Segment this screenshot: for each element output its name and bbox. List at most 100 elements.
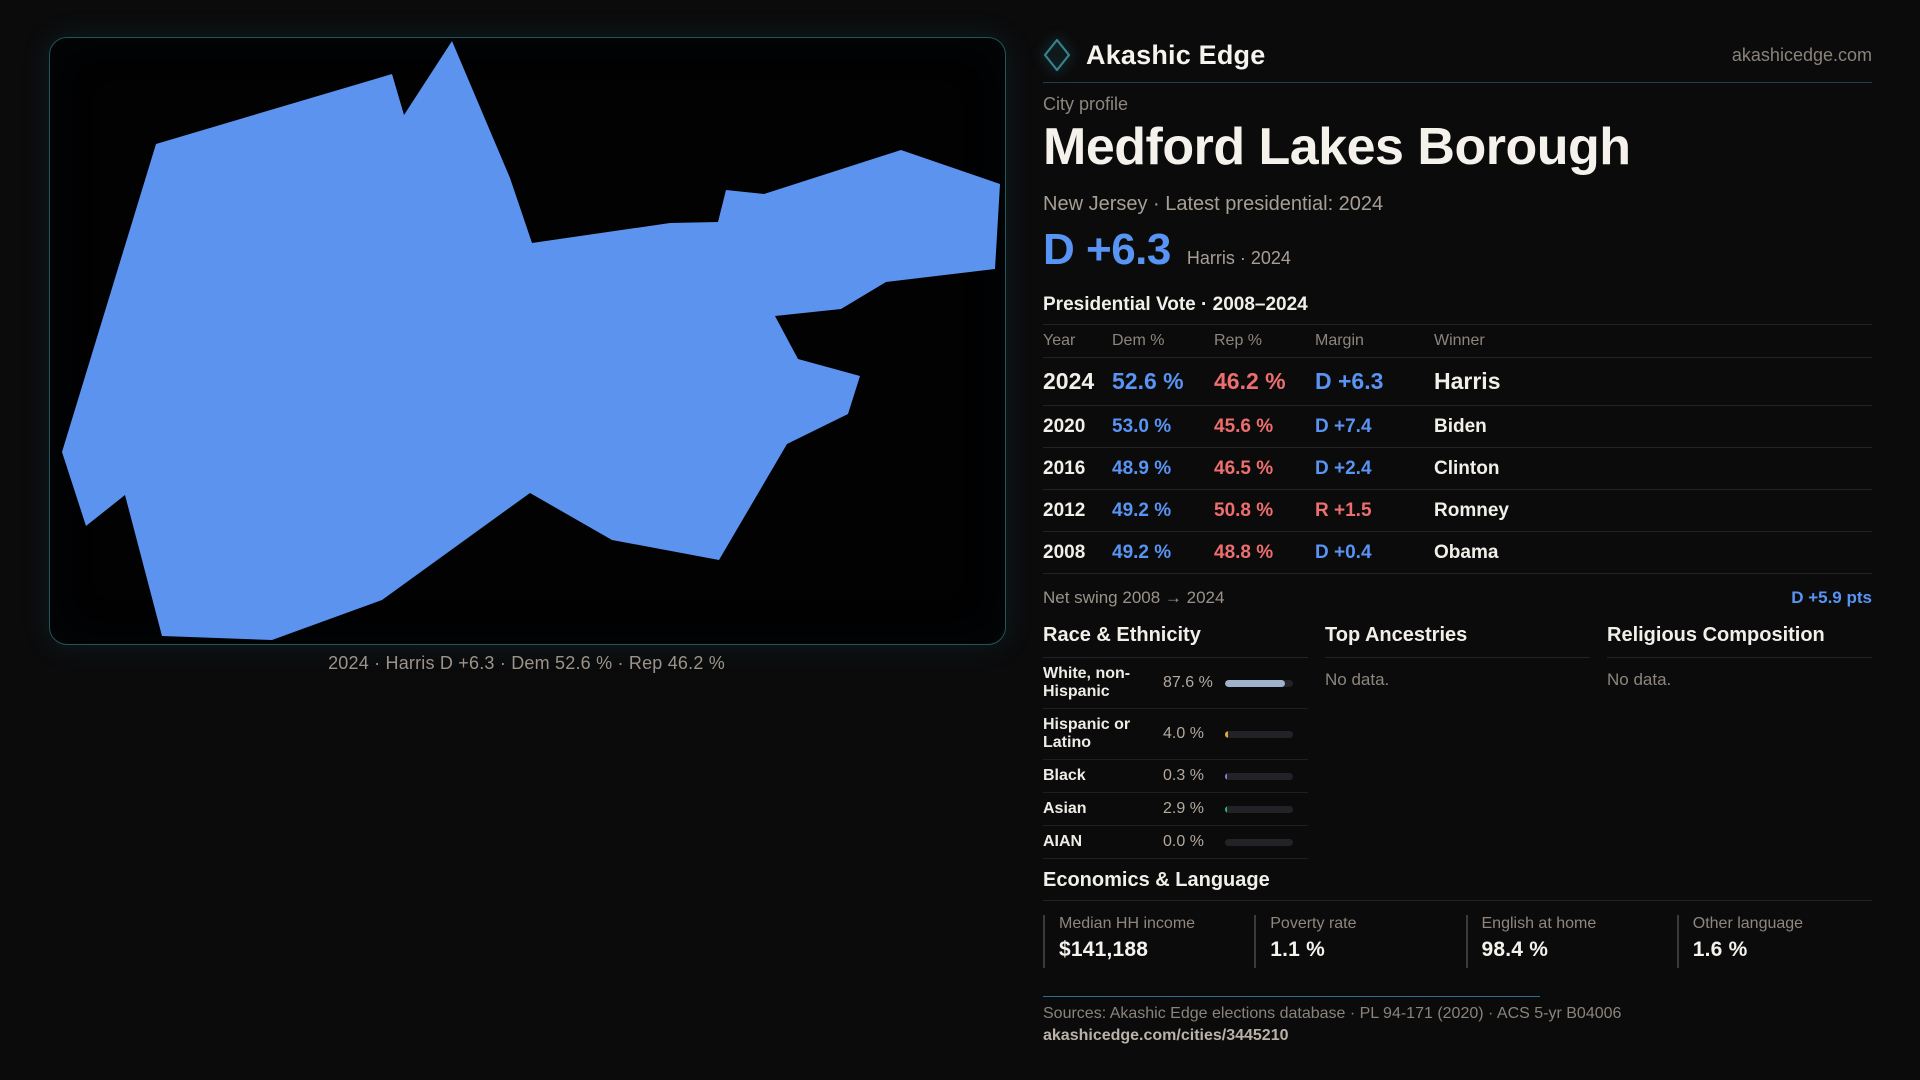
race-bar-fill xyxy=(1225,679,1285,687)
table-cell: D +6.3 xyxy=(1315,368,1384,394)
race-row: Asian 2.9 % xyxy=(1043,793,1308,826)
table-cell: D +7.4 xyxy=(1315,415,1372,437)
race-bar-track xyxy=(1225,679,1293,687)
race-label: AIAN xyxy=(1043,833,1083,850)
election-row-2012: 2012 49.2 % 50.8 % R +1.5 Romney xyxy=(1043,490,1872,532)
race-label: White, non-Hispanic xyxy=(1043,665,1131,700)
latest-margin-value: D +6.3 xyxy=(1043,225,1171,274)
religious-composition-section: Religious Composition No data. xyxy=(1607,624,1872,859)
table-cell: 48.8 % xyxy=(1214,541,1274,563)
stat-label: English at home xyxy=(1481,915,1597,932)
permalink-link[interactable]: akashicedge.com/cities/3445210 xyxy=(1043,1027,1289,1044)
stat-card-median-income: Median HH income $141,188 xyxy=(1043,915,1238,968)
race-ethnicity-rows: White, non-Hispanic 87.6 % Hispanic or Lat… xyxy=(1043,658,1308,859)
brand-name: Akashic Edge xyxy=(1086,39,1266,70)
race-ethnicity-title: Race & Ethnicity xyxy=(1043,624,1308,658)
header-bar: Akashic Edge akashicedge.com xyxy=(1043,38,1872,72)
stat-card-english-at-home: English at home 98.4 % xyxy=(1465,915,1661,968)
race-bar-track xyxy=(1225,772,1293,780)
footer-divider xyxy=(1043,996,1540,997)
top-ancestries-title: Top Ancestries xyxy=(1325,624,1590,658)
race-ethnicity-section: Race & Ethnicity White, non-Hispanic 87.6… xyxy=(1043,624,1308,859)
race-label: Black xyxy=(1043,767,1086,784)
table-cell: 49.2 % xyxy=(1112,541,1172,563)
stat-label: Poverty rate xyxy=(1270,915,1357,932)
diamond-logo-icon xyxy=(1043,38,1071,72)
table-cell: 45.6 % xyxy=(1214,415,1274,437)
race-bar-fill xyxy=(1225,805,1227,813)
race-label: Asian xyxy=(1043,800,1087,817)
election-table-body: 2024 52.6 % 46.2 % D +6.3 Harris 2020 53.0 % 45… xyxy=(1043,358,1872,574)
table-cell: 53.0 % xyxy=(1112,415,1172,437)
stat-label: Median HH income xyxy=(1059,915,1196,932)
race-value: 87.6 % xyxy=(1163,674,1213,691)
table-cell: 48.9 % xyxy=(1112,457,1172,479)
election-table-header: Year Dem % Rep % Margin Winner xyxy=(1043,324,1872,358)
table-cell: Obama xyxy=(1434,541,1499,563)
col-header-year: Year xyxy=(1043,332,1076,349)
eyebrow-label: City profile xyxy=(1043,94,1129,114)
race-bar-track xyxy=(1225,730,1293,738)
site-link[interactable]: akashicedge.com xyxy=(1731,44,1872,65)
col-header-dem: Dem % xyxy=(1112,332,1165,349)
table-cell: D +0.4 xyxy=(1315,541,1372,563)
election-row-2008: 2008 49.2 % 48.8 % D +0.4 Obama xyxy=(1043,532,1872,574)
religious-composition-empty: No data. xyxy=(1607,670,1672,689)
race-row: AIAN 0.0 % xyxy=(1043,826,1308,859)
profile-content: Akashic Edge akashicedge.com City profil… xyxy=(1043,38,1872,968)
header-divider xyxy=(1043,82,1872,83)
city-boundary-map xyxy=(62,41,1000,640)
map-caption: 2024 · Harris D +6.3 · Dem 52.6 % · Rep … xyxy=(328,653,725,673)
economics-title: Economics & Language xyxy=(1043,869,1270,891)
table-cell: 2012 xyxy=(1043,499,1086,521)
net-swing-label: Net swing 2008 → 2024 xyxy=(1043,588,1225,607)
col-header-margin: Margin xyxy=(1315,332,1364,349)
race-value: 2.9 % xyxy=(1163,800,1204,817)
city-map-panel xyxy=(49,37,1006,645)
page-footer: Sources: Akashic Edge elections database… xyxy=(1043,996,1872,1045)
race-row: Black 0.3 % xyxy=(1043,760,1308,793)
election-table: Year Dem % Rep % Margin Winner 2024 52.6 … xyxy=(1043,324,1872,574)
religious-composition-title: Religious Composition xyxy=(1607,624,1872,658)
stat-label: Other language xyxy=(1692,915,1804,932)
table-cell: 46.2 % xyxy=(1214,368,1286,394)
race-value: 0.0 % xyxy=(1163,833,1204,850)
table-cell: R +1.5 xyxy=(1315,499,1372,521)
race-value: 0.3 % xyxy=(1163,767,1204,784)
col-header-rep: Rep % xyxy=(1214,332,1263,349)
table-cell: 50.8 % xyxy=(1214,499,1274,521)
table-cell: Harris xyxy=(1434,368,1501,394)
page-title: Medford Lakes Borough xyxy=(1043,118,1631,176)
election-table-title: Presidential Vote · 2008–2024 xyxy=(1043,294,1308,315)
stat-value: 1.1 % xyxy=(1270,938,1325,961)
net-swing-value: D +5.9 pts xyxy=(1791,588,1872,607)
stat-card-poverty-rate: Poverty rate 1.1 % xyxy=(1254,915,1449,968)
race-bar-track xyxy=(1225,838,1293,846)
race-row: White, non-Hispanic 87.6 % xyxy=(1043,658,1308,709)
table-cell: 2016 xyxy=(1043,457,1086,479)
latest-margin-hero: D +6.3 Harris · 2024 xyxy=(1043,226,1872,282)
page-subtitle: New Jersey · Latest presidential: 2024 xyxy=(1043,193,1384,215)
sources-line: Sources: Akashic Edge elections database… xyxy=(1043,1005,1622,1022)
economics-divider xyxy=(1043,900,1872,901)
col-header-winner: Winner xyxy=(1434,332,1485,349)
race-bar-track xyxy=(1225,805,1293,813)
table-cell: D +2.4 xyxy=(1315,457,1372,479)
top-ancestries-empty: No data. xyxy=(1325,670,1390,689)
stat-value: 98.4 % xyxy=(1481,938,1549,961)
table-cell: 49.2 % xyxy=(1112,499,1172,521)
table-cell: Biden xyxy=(1434,415,1487,437)
race-bar-fill xyxy=(1225,730,1228,738)
race-value: 4.0 % xyxy=(1163,725,1204,742)
election-row-2024: 2024 52.6 % 46.2 % D +6.3 Harris xyxy=(1043,358,1872,406)
demographics-columns: Race & Ethnicity White, non-Hispanic 87.6… xyxy=(1043,624,1872,859)
race-row: Hispanic or Latino 4.0 % xyxy=(1043,709,1308,760)
table-cell: 46.5 % xyxy=(1214,457,1274,479)
economics-cards: Median HH income $141,188 Poverty rate 1… xyxy=(1043,915,1872,968)
race-label: Hispanic or Latino xyxy=(1043,716,1131,751)
election-row-2020: 2020 53.0 % 45.6 % D +7.4 Biden xyxy=(1043,406,1872,448)
table-cell: 52.6 % xyxy=(1112,368,1184,394)
race-bar-fill xyxy=(1225,772,1227,780)
latest-margin-note: Harris · 2024 xyxy=(1186,248,1291,268)
